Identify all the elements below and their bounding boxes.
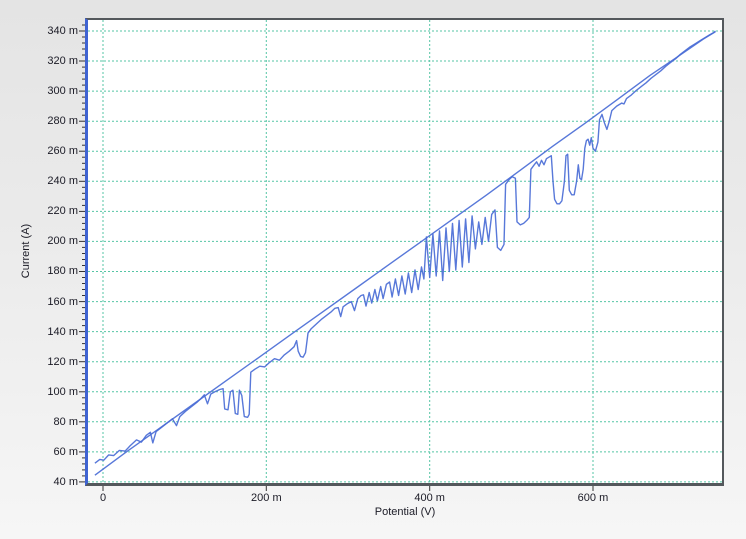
y-tick-label: 160 m — [47, 295, 78, 308]
y-tick-label: 320 m — [47, 55, 78, 68]
y-tick-label: 80 m — [53, 415, 78, 428]
plot-area[interactable] — [85, 18, 724, 486]
x-tick-label: 200 m — [251, 492, 282, 504]
y-tick-label: 260 m — [47, 145, 78, 158]
y-tick-label: 180 m — [47, 265, 78, 278]
y-tick-label: 220 m — [47, 205, 78, 218]
y-tick-label: 40 m — [53, 475, 78, 488]
y-tick-label: 340 m — [47, 24, 78, 37]
y-tick-label: 140 m — [47, 325, 78, 338]
x-axis-title: Potential (V) — [374, 506, 436, 518]
y-tick-label: 200 m — [47, 235, 78, 248]
y-tick-label: 60 m — [53, 445, 78, 458]
y-tick-label: 280 m — [47, 115, 78, 128]
y-tick-label: 300 m — [47, 85, 78, 98]
y-tick-label: 120 m — [47, 355, 78, 368]
x-tick-label: 400 m — [414, 492, 445, 504]
plot-canvas — [88, 20, 722, 483]
x-tick-label: 600 m — [577, 492, 609, 504]
x-tick-label: 0 — [99, 492, 107, 504]
y-tick-label: 100 m — [47, 385, 78, 398]
y-tick-label: 240 m — [47, 175, 78, 188]
